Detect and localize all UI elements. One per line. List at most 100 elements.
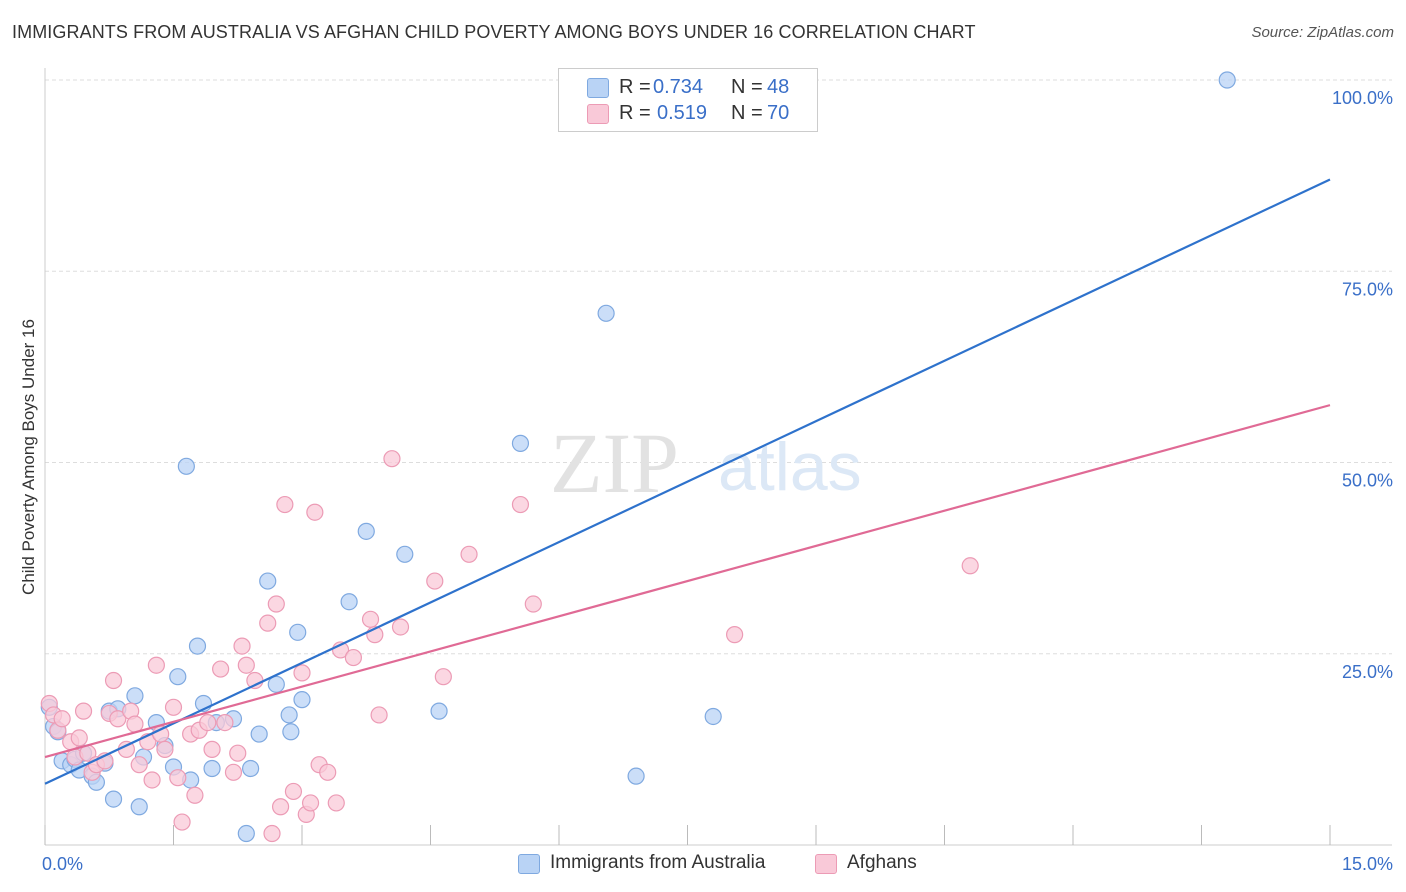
afghans-point: [271, 798, 290, 816]
afghans-point: [511, 495, 530, 514]
australia-point: [126, 687, 144, 705]
afghans-point: [143, 771, 161, 789]
afghans-point: [301, 794, 320, 812]
afghans-point: [169, 769, 187, 787]
chart-title: IMMIGRANTS FROM AUSTRALIA VS AFGHAN CHIL…: [12, 22, 976, 42]
afghans-point: [460, 545, 478, 563]
afghans-point: [216, 713, 234, 732]
afghans-point: [961, 557, 979, 575]
tick-labels: 25.0% 50.0% 75.0% 100.0% 0.0% 15.0%: [42, 88, 1393, 874]
afghans-point: [267, 595, 285, 613]
afghans-point: [263, 824, 281, 843]
afghans-point: [233, 637, 251, 655]
australia-point: [242, 759, 260, 778]
australia-point: [289, 623, 307, 641]
afghans-point: [224, 763, 243, 781]
australia-point: [104, 790, 123, 808]
afghans-point: [259, 614, 277, 632]
australia-point: [188, 637, 207, 655]
afghans-point: [147, 656, 165, 674]
afghans-point: [370, 706, 388, 724]
afghans-point: [426, 572, 444, 590]
australia-point: [237, 824, 255, 843]
legend-n-value-pink: 70: [767, 102, 790, 124]
afghans-point: [199, 713, 217, 732]
legend-swatch-pink: [587, 104, 609, 124]
legend-r-label-blue: R =: [619, 76, 657, 98]
australia-point: [282, 723, 300, 741]
afghans-point: [276, 495, 294, 514]
legend-n-label-blue: N =: [731, 76, 769, 98]
afghans-point: [306, 503, 324, 521]
australia-point: [430, 702, 448, 720]
afghans-point: [173, 813, 191, 831]
afghans-swatch: [815, 854, 837, 874]
afghans-point: [53, 710, 71, 728]
australia-point: [130, 798, 148, 816]
australia-trend-line: [44, 178, 1331, 785]
y-tick-label: 75.0%: [1342, 279, 1393, 299]
australia-label: Immigrants from Australia: [550, 852, 766, 873]
australia-point: [203, 759, 221, 778]
afghans-trend-line: [44, 404, 1331, 759]
australia-swatch: [518, 854, 540, 874]
australia-point: [267, 675, 285, 693]
australia-point: [511, 434, 530, 452]
afghans-point: [361, 610, 380, 628]
afghans-point: [524, 595, 542, 613]
australia-point: [169, 668, 187, 686]
australia-point: [280, 706, 298, 724]
australia-point: [357, 522, 375, 540]
trend-lines: [44, 178, 1331, 785]
australia-point: [293, 691, 311, 709]
australia-point: [627, 767, 645, 785]
series-legend: Immigrants from Australia Afghans: [0, 852, 1406, 878]
afghans-point: [237, 656, 255, 674]
legend-r-value-blue: 0.734: [653, 76, 704, 98]
afghans-point: [293, 664, 311, 682]
afghans-point: [383, 450, 401, 468]
australia-point: [1218, 71, 1236, 89]
legend-n-value-blue: 48: [767, 76, 790, 98]
afghans-point: [130, 756, 148, 774]
afghans-point: [164, 698, 183, 716]
y-axis-label: Child Poverty Among Boys Under 16: [19, 319, 38, 595]
afghans-point: [327, 794, 345, 812]
data-points: [40, 71, 1236, 843]
afghans-point: [70, 729, 88, 747]
australia-point: [250, 725, 268, 743]
legend-r-value-pink: 0.519: [657, 102, 708, 124]
australia-point: [597, 304, 615, 322]
australia-point: [340, 593, 358, 611]
afghans-point: [434, 668, 452, 686]
afghans-point: [156, 740, 174, 758]
watermark-zip: ZIP: [550, 415, 679, 511]
afghans-point: [319, 763, 337, 781]
y-tick-label: 100.0%: [1332, 88, 1393, 108]
watermark-atlas: atlas: [718, 429, 862, 505]
afghans-point: [109, 710, 127, 728]
grid-lines: [45, 79, 1392, 655]
australia-point: [177, 457, 195, 475]
afghans-point: [74, 702, 93, 720]
afghans-point: [104, 671, 123, 690]
afghans-point: [212, 660, 230, 678]
afghans-label: Afghans: [847, 852, 917, 873]
y-tick-label: 50.0%: [1342, 471, 1393, 491]
afghans-point: [284, 782, 303, 801]
y-tick-label: 25.0%: [1342, 662, 1393, 682]
australia-point: [259, 572, 277, 590]
australia-point: [704, 707, 722, 726]
afghans-point: [344, 648, 362, 667]
afghans-point: [203, 740, 221, 758]
afghans-point: [186, 786, 204, 804]
afghans-point: [391, 618, 410, 636]
x-tick-label-min: 0.0%: [42, 854, 83, 874]
afghans-point: [229, 744, 247, 762]
legend-swatch-blue: [587, 78, 609, 98]
australia-point: [396, 545, 414, 563]
legend-r-label-pink: R =: [619, 102, 657, 124]
x-tick-label-max: 15.0%: [1342, 854, 1393, 874]
correlation-legend: R = 0.734 N = 48 R = 0.519 N = 70: [558, 68, 818, 132]
